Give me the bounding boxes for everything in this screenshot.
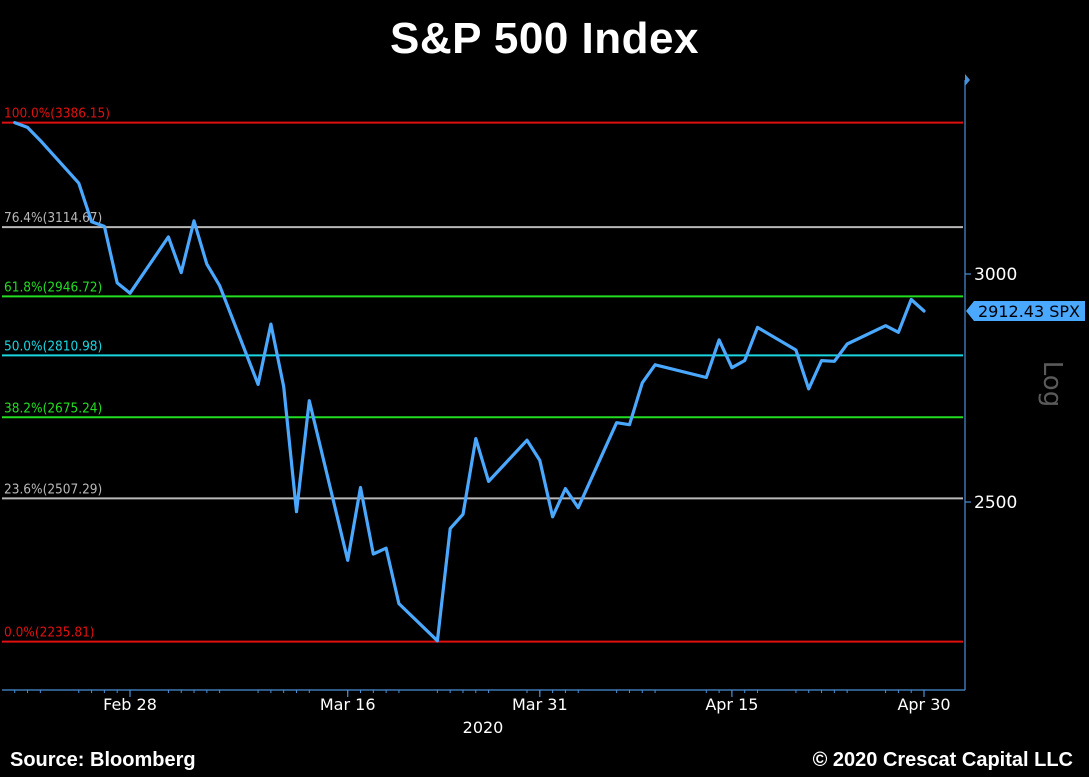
chart-title: S&P 500 Index xyxy=(390,14,699,63)
fib-levels: 100.0%(3386.15) 76.4%(3114.67) 61.8%(2946.… xyxy=(2,106,963,643)
y-axis-top-marker xyxy=(965,74,970,86)
x-tick-label: Apr 30 xyxy=(897,695,950,714)
copyright-note: © 2020 Crescat Capital LLC xyxy=(812,749,1073,771)
series-layer xyxy=(13,120,926,643)
axes: 3000 2500 2912.43 SPX Log Feb 28 Mar 16 Mar 31… xyxy=(2,74,1085,737)
x-tick-label: Apr 15 xyxy=(705,695,758,714)
fib-label: 50.0%(2810.98) xyxy=(4,338,102,354)
x-tick-label: Mar 16 xyxy=(320,695,376,714)
fib-label: 0.0%(2235.81) xyxy=(4,625,95,641)
y-tick-label: 2500 xyxy=(974,493,1017,513)
fib-label: 100.0%(3386.15) xyxy=(4,106,110,122)
fib-label: 61.8%(2946.72) xyxy=(4,279,102,295)
fib-label: 23.6%(2507.29) xyxy=(4,481,102,497)
fib-label: 76.4%(3114.67) xyxy=(4,210,102,226)
log-scale-label: Log xyxy=(1037,361,1067,407)
x-tick-label: Feb 28 xyxy=(103,695,157,714)
x-tick-label: Mar 31 xyxy=(512,695,568,714)
last-value-tag xyxy=(966,301,1085,322)
y-tick-label: 3000 xyxy=(974,265,1017,285)
x-year-label: 2020 xyxy=(463,718,504,737)
last-value-label: 2912.43 SPX xyxy=(978,302,1080,321)
spx-line xyxy=(13,120,926,643)
source-note: Source: Bloomberg xyxy=(10,749,196,771)
fib-label: 38.2%(2675.24) xyxy=(4,400,102,416)
